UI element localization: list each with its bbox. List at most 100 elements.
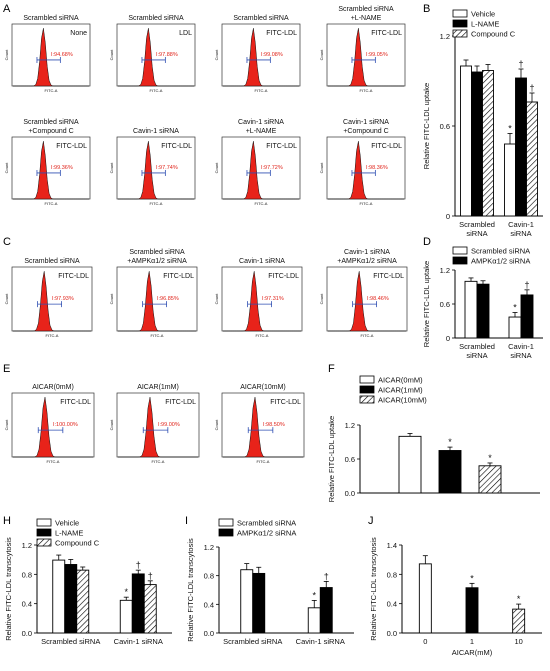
x-axis-label: FITC-A bbox=[150, 88, 163, 93]
bar-chart-J: 0.0 0.4 0.8 1.4 Relative FITC-LDL transcytos… bbox=[369, 537, 542, 657]
significance-mark: † bbox=[136, 560, 141, 570]
category-label: Cavin-1 siRNA bbox=[296, 637, 345, 646]
category-label: siRNA bbox=[466, 229, 487, 238]
panel-label-J: J bbox=[368, 515, 374, 527]
flow-histogram-title: Cavin-1 siRNA +L-NAME bbox=[238, 119, 284, 135]
bar-chart-F: 0.0 0.6 1.2 Relative FITC-LDL uptake * * AICAR… bbox=[327, 375, 540, 502]
flow-title-line1: Cavin-1 siRNA bbox=[133, 128, 179, 135]
y-tick-label: 0.8 bbox=[22, 570, 32, 579]
histogram-peak bbox=[118, 28, 194, 87]
histogram-peak bbox=[223, 28, 299, 87]
legend-label: AMPKα1/2 siRNA bbox=[237, 529, 296, 538]
flow-title-line1: AICAR(10mM) bbox=[240, 384, 286, 391]
y-tick-label: 0.4 bbox=[22, 600, 32, 609]
condition-label: LDL bbox=[179, 30, 192, 37]
condition-label: FITC-LDL bbox=[268, 273, 299, 280]
bar bbox=[438, 450, 462, 494]
legend-label: Compound C bbox=[471, 30, 516, 39]
y-tick-label: 0.0 bbox=[204, 629, 214, 638]
y-axis-label: Count bbox=[109, 162, 114, 174]
significance-mark: * bbox=[124, 587, 128, 597]
y-tick-label: 0.8 bbox=[387, 570, 397, 579]
x-axis-label: FITC-A bbox=[256, 333, 269, 338]
legend-label: Scrambled siRNA bbox=[471, 247, 530, 256]
x-axis-label: FITC-A bbox=[150, 201, 163, 206]
significance-mark: * bbox=[488, 453, 492, 463]
y-axis-label: Relative FITC-LDL transcytosis bbox=[369, 537, 378, 641]
legend-label: Vehicle bbox=[55, 519, 79, 528]
flow-title-line1: Scrambled siRNA bbox=[129, 249, 185, 256]
legend-label: AICAR(1mM) bbox=[378, 386, 423, 395]
gate-percentage: I:98.50% bbox=[263, 422, 285, 428]
gate-percentage: I:99.08% bbox=[261, 52, 283, 58]
flow-title-line1: Scrambled siRNA bbox=[338, 6, 394, 13]
condition-label: FITC-LDL bbox=[373, 273, 404, 280]
significance-mark: * bbox=[508, 124, 512, 134]
flow-histogram-5: Scrambled siRNA +Compound C I:99.36% FITC-L… bbox=[4, 119, 91, 206]
x-axis-label: FITC-A bbox=[360, 88, 373, 93]
flow-histogram-13: AICAR(0mM) I:100.00% FITC-LDL Count FITC-A bbox=[4, 384, 95, 464]
flow-histogram-10: Scrambled siRNA +AMPKα1/2 siRNA I:96.85% FI… bbox=[109, 249, 198, 338]
bar bbox=[478, 465, 502, 494]
y-axis-label: Count bbox=[214, 162, 219, 174]
bar-chart-D: 0 0.6 1.2 Relative FITC-LDL uptake Scrambled… bbox=[422, 247, 543, 360]
category-label: Scrambled siRNA bbox=[41, 637, 100, 646]
significance-mark: † bbox=[529, 83, 534, 93]
panel-label-H: H bbox=[3, 515, 11, 527]
x-axis-label: FITC-A bbox=[257, 459, 270, 464]
y-axis-label: Count bbox=[214, 293, 219, 305]
y-tick-label: 0.6 bbox=[440, 300, 450, 309]
flow-histogram-title: Scrambled siRNA +L-NAME bbox=[338, 6, 394, 22]
flow-histogram-title: Scrambled siRNA bbox=[233, 15, 289, 22]
gate-percentage: I:99.00% bbox=[158, 422, 180, 428]
significance-mark: † bbox=[518, 59, 523, 69]
significance-mark: * bbox=[312, 590, 316, 600]
condition-label: FITC-LDL bbox=[165, 399, 196, 406]
flow-title-line2: +Compound C bbox=[28, 128, 73, 135]
category-label: siRNA bbox=[510, 351, 531, 360]
flow-histogram-14: AICAR(1mM) I:99.00% FITC-LDL Count FITC-A bbox=[109, 384, 200, 464]
flow-histogram-title: AICAR(10mM) bbox=[240, 384, 286, 391]
significance-mark: † bbox=[148, 571, 153, 581]
flow-title-line1: Scrambled siRNA bbox=[24, 258, 80, 265]
histogram-peak bbox=[13, 28, 89, 87]
y-tick-label: 1.2 bbox=[440, 266, 450, 275]
flow-histogram-title: Scrambled siRNA +Compound C bbox=[23, 119, 79, 135]
legend-swatch bbox=[36, 528, 52, 537]
flow-histogram-3: Scrambled siRNA I:99.08% FITC-LDL Count FITC… bbox=[214, 15, 301, 93]
flow-histogram-1: Scrambled siRNA I:94.68% None Count FITC-A bbox=[4, 15, 91, 93]
y-tick-label: 0 bbox=[446, 212, 450, 221]
bar-chart-H: 0.0 0.4 0.8 1.2 Relative FITC-LDL transcytos… bbox=[4, 518, 172, 646]
x-axis-label: FITC-A bbox=[255, 201, 268, 206]
y-axis-label: Relative FITC-LDL uptake bbox=[327, 416, 336, 502]
legend-swatch bbox=[36, 518, 52, 527]
gate-percentage: I:100.00% bbox=[53, 422, 78, 428]
legend-label: AMPKα1/2 siRNA bbox=[471, 257, 530, 266]
y-axis-label: Relative FITC-LDL uptake bbox=[422, 83, 431, 169]
gate-percentage: I:97.31% bbox=[262, 296, 284, 302]
panel-label-E: E bbox=[3, 363, 10, 375]
bar bbox=[460, 65, 472, 217]
category-label: siRNA bbox=[510, 229, 531, 238]
condition-label: FITC-LDL bbox=[371, 30, 402, 37]
significance-mark: * bbox=[513, 303, 517, 313]
y-tick-label: 0.0 bbox=[387, 629, 397, 638]
flow-histogram-6: Cavin-1 siRNA I:97.74% FITC-LDL Count FITC-A bbox=[109, 128, 196, 206]
x-axis-label: FITC-A bbox=[47, 459, 60, 464]
legend-label: AICAR(10mM) bbox=[378, 396, 427, 405]
y-tick-label: 0.4 bbox=[204, 600, 214, 609]
histogram-peak bbox=[223, 271, 301, 332]
legend-label: Scrambled siRNA bbox=[237, 519, 296, 528]
flow-histogram-15: AICAR(10mM) I:98.50% FITC-LDL Count FITC-A bbox=[214, 384, 305, 464]
bar bbox=[471, 71, 483, 217]
legend-swatch bbox=[359, 375, 375, 384]
flow-title-line1: AICAR(0mM) bbox=[32, 384, 74, 391]
histogram-peak bbox=[223, 141, 299, 200]
category-label: siRNA bbox=[466, 351, 487, 360]
y-tick-label: 0.6 bbox=[440, 122, 450, 131]
significance-mark: * bbox=[517, 594, 521, 604]
y-axis-label: Count bbox=[109, 49, 114, 61]
